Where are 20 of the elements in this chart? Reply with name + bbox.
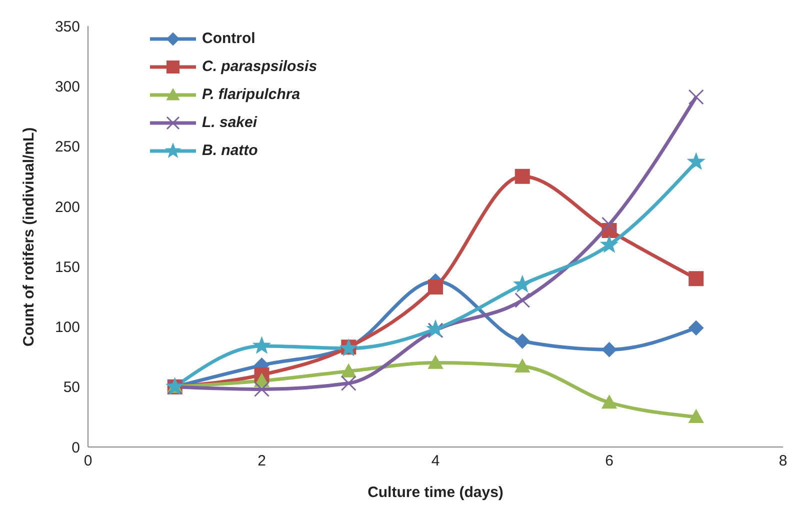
x-tick-label: 8: [778, 452, 788, 470]
legend-label: L. sakei: [202, 114, 258, 131]
y-tick-label: 50: [63, 379, 80, 396]
legend-label: C. paraspsilosis: [202, 58, 318, 75]
y-tick-label: 150: [54, 258, 80, 276]
y-tick-label: 200: [54, 198, 80, 216]
y-tick-label: 300: [54, 78, 80, 96]
y-tick-label: 350: [54, 18, 80, 36]
y-axis-title: Count of rotifers (indiviual/mL): [20, 127, 38, 346]
y-tick-label: 0: [72, 439, 80, 456]
x-tick-label: 4: [431, 452, 440, 470]
y-tick-label: 250: [54, 138, 80, 156]
x-tick-label: 6: [605, 452, 614, 470]
x-axis-title: Culture time (days): [368, 484, 504, 501]
legend-label: B. natto: [202, 142, 258, 159]
y-tick-label: 100: [54, 319, 80, 336]
legend-label: Control: [202, 30, 256, 47]
x-tick-label: 2: [258, 452, 266, 470]
legend-label: P. flaripulchra: [202, 86, 300, 103]
x-tick-label: 0: [84, 452, 92, 470]
